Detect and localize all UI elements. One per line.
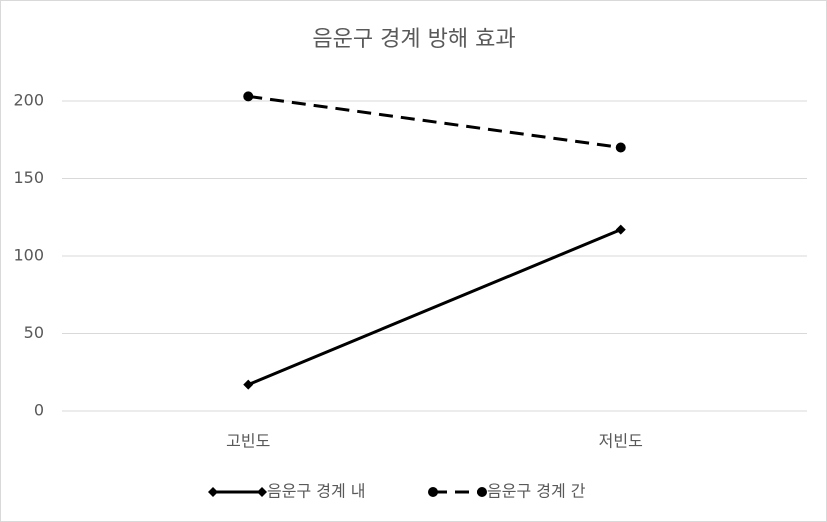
x-tick-label: 저빈도 bbox=[599, 432, 643, 451]
legend-label: 음운구 경계 간 bbox=[487, 482, 586, 501]
y-tick-label: 150 bbox=[13, 168, 44, 187]
series-line bbox=[248, 94, 621, 149]
point bbox=[615, 142, 626, 153]
point bbox=[615, 224, 626, 235]
point bbox=[243, 91, 254, 102]
legend-label: 음운구 경계 내 bbox=[267, 482, 366, 501]
y-tick-label: 0 bbox=[34, 401, 44, 420]
y-tick-label: 50 bbox=[24, 323, 44, 342]
legend-marker bbox=[208, 487, 218, 497]
legend-marker bbox=[428, 487, 438, 497]
point bbox=[243, 379, 254, 390]
y-tick-label: 100 bbox=[13, 246, 44, 265]
legend-marker bbox=[257, 487, 267, 497]
series-line bbox=[247, 228, 622, 387]
chart-title: 음운구 경계 방해 효과 bbox=[312, 27, 515, 52]
x-tick-label: 고빈도 bbox=[226, 432, 270, 451]
y-tick-label: 200 bbox=[13, 91, 44, 110]
legend-marker bbox=[477, 487, 487, 497]
